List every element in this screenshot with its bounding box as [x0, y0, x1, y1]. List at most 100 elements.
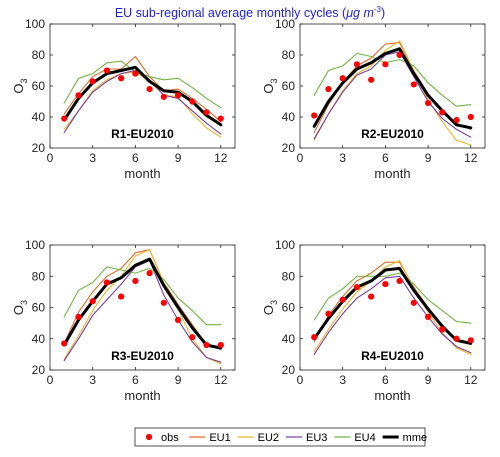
- obs-point: [382, 280, 389, 288]
- x-tick-label: 3: [89, 151, 96, 165]
- obs-point: [439, 109, 446, 116]
- title-text: EU sub-regional average monthly cycles (: [115, 6, 347, 20]
- obs-point: [311, 334, 318, 341]
- y-axis-label: O3: [261, 78, 279, 93]
- series-line-eu1: [63, 249, 222, 348]
- legend: obs EU1 EU2 EU3 EU4 mme: [134, 427, 427, 447]
- series-line-mme: [62, 65, 223, 127]
- legend-label: EU1: [209, 432, 230, 444]
- y-tick-label: 40: [282, 332, 296, 346]
- obs-point: [160, 93, 167, 100]
- y-tick-label: 40: [32, 110, 46, 124]
- obs-point: [118, 293, 125, 300]
- obs-point: [410, 299, 417, 306]
- obs-point: [203, 109, 210, 116]
- legend-entry-eu4: EU4: [334, 432, 376, 444]
- obs-point: [189, 334, 196, 341]
- x-tick-label: 6: [132, 151, 139, 165]
- y-tick-label: 100: [275, 238, 295, 252]
- x-tick-label: 3: [339, 373, 346, 387]
- y-axis-label: O3: [11, 78, 29, 93]
- y-axis-label-sub: 3: [269, 300, 279, 305]
- x-tick-label: 9: [175, 151, 182, 165]
- panel-label: R2-EU2010: [361, 127, 424, 141]
- obs-point: [353, 61, 361, 68]
- x-axis-label: month: [374, 166, 410, 181]
- obs-point: [325, 86, 332, 93]
- obs-point: [174, 316, 182, 324]
- title-close: ): [381, 6, 385, 20]
- plot-area: [50, 245, 235, 370]
- obs-point: [189, 98, 196, 105]
- obs-point: [339, 296, 346, 303]
- y-tick-label: 80: [282, 48, 296, 62]
- obs-point: [203, 341, 210, 349]
- series-line-eu3: [313, 275, 472, 355]
- y-tick-label: 20: [282, 363, 296, 377]
- x-tick-label: 12: [214, 373, 228, 387]
- obs-point: [467, 337, 474, 344]
- series-line-eu2: [63, 249, 222, 365]
- obs-point: [353, 284, 361, 291]
- y-axis-label: O3: [11, 300, 29, 315]
- y-tick-label: 60: [32, 301, 46, 315]
- x-tick-label: 6: [132, 373, 139, 387]
- y-axis-label-sub: 3: [19, 300, 29, 305]
- y-tick-label: 20: [282, 141, 296, 155]
- x-tick-label: 12: [214, 151, 228, 165]
- plot-area: [50, 24, 235, 148]
- y-axis-label-sub: 3: [269, 78, 279, 83]
- x-tick-label: 9: [425, 373, 432, 387]
- legend-label: mme: [403, 432, 427, 444]
- x-tick-label: 6: [382, 373, 389, 387]
- x-tick-label: 0: [47, 373, 54, 387]
- legend-entry-eu1: EU1: [189, 432, 231, 444]
- obs-point: [132, 70, 139, 77]
- obs-point: [424, 313, 432, 320]
- obs-point: [410, 81, 417, 88]
- obs-point: [103, 279, 111, 286]
- x-tick-label: 12: [464, 373, 478, 387]
- obs-point: [174, 92, 182, 99]
- series-line-eu2: [63, 71, 222, 138]
- plot-area: [300, 245, 485, 370]
- series-line-eu4: [63, 266, 222, 326]
- y-tick-label: 80: [282, 269, 296, 283]
- obs-point: [368, 76, 375, 83]
- legend-marker: [145, 433, 153, 441]
- obs-point: [132, 277, 139, 285]
- y-axis-label-main: O: [261, 83, 276, 93]
- y-tick-label: 80: [32, 48, 46, 62]
- y-axis-label-main: O: [261, 305, 276, 315]
- series-line-eu4: [313, 52, 472, 107]
- y-axis-label-main: O: [11, 305, 26, 315]
- panel-label: R1-EU2010: [111, 127, 174, 141]
- series-line-mme: [62, 257, 223, 350]
- obs-point: [75, 313, 82, 320]
- y-tick-label: 100: [25, 17, 45, 31]
- obs-point: [61, 115, 68, 122]
- obs-point: [439, 326, 446, 333]
- title-unit-sup: -3: [374, 5, 382, 14]
- y-tick-label: 60: [282, 301, 296, 315]
- obs-point: [103, 67, 111, 74]
- figure-title: EU sub-regional average monthly cycles (…: [115, 5, 385, 20]
- legend-label: EU2: [258, 432, 279, 444]
- y-tick-label: 60: [282, 79, 296, 93]
- obs-point: [424, 99, 432, 107]
- legend-entry-mme: mme: [382, 432, 427, 444]
- y-tick-label: 60: [32, 79, 46, 93]
- legend-label: EU3: [306, 432, 327, 444]
- x-tick-label: 0: [297, 373, 304, 387]
- obs-point: [382, 61, 389, 68]
- series-line-eu2: [313, 40, 472, 146]
- obs-point: [146, 86, 153, 93]
- x-tick-label: 0: [297, 151, 304, 165]
- y-tick-label: 80: [32, 269, 46, 283]
- obs-point: [89, 298, 96, 305]
- y-tick-label: 40: [282, 110, 296, 124]
